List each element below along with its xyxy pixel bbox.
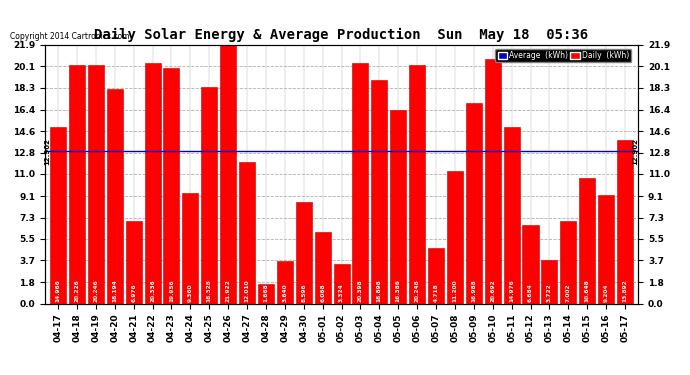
Text: 16.386: 16.386 <box>396 279 401 302</box>
Text: 8.596: 8.596 <box>302 284 306 302</box>
Text: 16.988: 16.988 <box>471 279 476 302</box>
Text: 6.068: 6.068 <box>320 284 325 302</box>
Bar <box>542 260 558 304</box>
Bar <box>484 59 501 304</box>
Text: 13.892: 13.892 <box>622 279 627 302</box>
Text: 10.648: 10.648 <box>584 279 590 302</box>
Bar <box>126 221 141 304</box>
Bar <box>371 81 387 304</box>
Bar <box>88 64 104 304</box>
Bar <box>560 221 576 304</box>
Bar <box>409 64 425 304</box>
Text: 4.718: 4.718 <box>433 283 439 302</box>
Bar <box>315 232 331 304</box>
Text: 12.902: 12.902 <box>633 138 638 165</box>
Bar <box>522 225 539 304</box>
Text: 6.976: 6.976 <box>131 284 136 302</box>
Text: 18.898: 18.898 <box>377 279 382 302</box>
Text: 14.976: 14.976 <box>509 279 514 302</box>
Text: Copyright 2014 Cartronics.com: Copyright 2014 Cartronics.com <box>10 32 130 41</box>
Legend: Average  (kWh), Daily  (kWh): Average (kWh), Daily (kWh) <box>495 49 631 62</box>
Text: 20.246: 20.246 <box>93 279 99 302</box>
Text: 3.324: 3.324 <box>339 283 344 302</box>
Text: 3.722: 3.722 <box>547 283 552 302</box>
Text: 12.902: 12.902 <box>45 138 50 165</box>
Bar <box>277 261 293 304</box>
Bar <box>353 63 368 304</box>
Bar <box>201 87 217 304</box>
Text: 7.002: 7.002 <box>566 284 571 302</box>
Text: 12.010: 12.010 <box>244 279 250 302</box>
Text: 14.966: 14.966 <box>56 279 61 302</box>
Text: 20.398: 20.398 <box>358 279 363 302</box>
Text: 20.248: 20.248 <box>415 279 420 302</box>
Text: 9.204: 9.204 <box>604 284 609 302</box>
Bar <box>239 162 255 304</box>
Bar <box>428 248 444 304</box>
Text: 20.692: 20.692 <box>490 279 495 302</box>
Text: 1.668: 1.668 <box>264 283 268 302</box>
Bar <box>466 103 482 304</box>
Bar <box>598 195 614 304</box>
Text: 18.328: 18.328 <box>207 279 212 302</box>
Text: 3.640: 3.640 <box>282 284 287 302</box>
Bar <box>391 110 406 304</box>
Bar <box>182 193 199 304</box>
Title: Daily Solar Energy & Average Production  Sun  May 18  05:36: Daily Solar Energy & Average Production … <box>95 28 589 42</box>
Text: 9.360: 9.360 <box>188 284 193 302</box>
Bar <box>107 89 123 304</box>
Text: 20.226: 20.226 <box>75 279 79 302</box>
Bar <box>144 63 161 304</box>
Bar <box>579 178 595 304</box>
Text: 18.194: 18.194 <box>112 279 117 302</box>
Bar <box>50 127 66 304</box>
Bar <box>447 171 463 304</box>
Bar <box>617 140 633 304</box>
Text: 19.956: 19.956 <box>169 279 174 302</box>
Bar <box>164 68 179 304</box>
Text: 20.336: 20.336 <box>150 279 155 302</box>
Bar <box>258 284 274 304</box>
Text: 11.200: 11.200 <box>453 279 457 302</box>
Text: 21.922: 21.922 <box>226 279 230 302</box>
Bar <box>69 65 85 304</box>
Bar <box>296 202 312 304</box>
Bar <box>220 45 236 304</box>
Text: 6.684: 6.684 <box>528 283 533 302</box>
Bar <box>333 264 350 304</box>
Bar <box>504 127 520 304</box>
